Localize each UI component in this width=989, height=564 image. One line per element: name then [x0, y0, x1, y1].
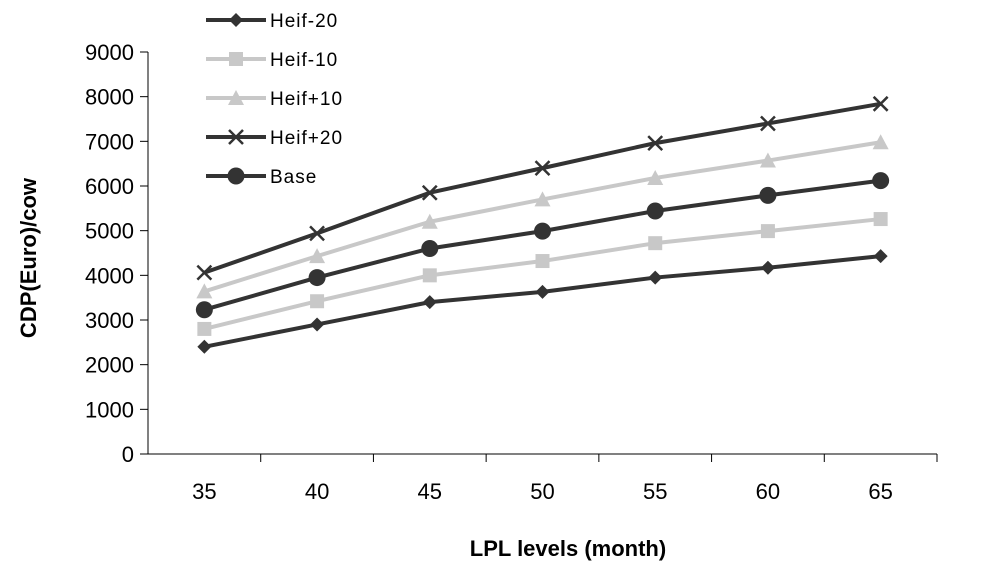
data-point-marker [421, 240, 439, 258]
y-axis-ticks: 0 1000 2000 3000 4000 5000 6000 7000 8000 9000 [85, 40, 148, 467]
legend-item: Base [206, 167, 317, 188]
data-point-marker [196, 264, 213, 281]
axes [147, 52, 937, 455]
data-point-marker [310, 294, 325, 309]
y-tick-label: 7000 [85, 129, 134, 154]
legend-marker [228, 90, 244, 105]
series-heif-10 [197, 212, 888, 336]
x-tick-label: 65 [868, 479, 892, 504]
legend-item: Heif+10 [206, 89, 343, 110]
y-tick-label: 0 [122, 442, 134, 467]
data-point-marker [534, 160, 551, 177]
data-point-marker [535, 254, 550, 269]
data-point-marker [646, 202, 664, 220]
data-point-marker [872, 172, 890, 190]
data-point-marker [760, 115, 776, 132]
y-tick-label: 2000 [85, 353, 134, 378]
data-point-marker [197, 321, 212, 336]
y-tick-label: 3000 [85, 308, 134, 333]
legend-label: Base [270, 167, 317, 188]
legend-item: Heif+20 [206, 128, 343, 149]
data-point-marker [760, 224, 775, 239]
x-axis-ticks: 35 40 45 50 55 60 65 [192, 454, 938, 504]
data-point-marker [422, 268, 437, 283]
data-point-marker [310, 317, 325, 332]
x-tick-label: 45 [418, 479, 442, 504]
legend-label: Heif+20 [270, 128, 343, 149]
data-point-marker [534, 222, 551, 240]
legend-label: Heif+10 [270, 89, 343, 110]
series-line [203, 254, 881, 349]
y-tick-label: 6000 [85, 174, 134, 199]
data-point-marker [647, 169, 664, 185]
data-point-marker [309, 248, 326, 264]
data-point-marker [196, 283, 213, 299]
data-point-marker [422, 295, 437, 310]
data-point-marker [647, 135, 664, 152]
series-base [195, 172, 890, 319]
data-point-marker [759, 186, 777, 204]
legend-marker [229, 13, 243, 27]
data-point-marker [648, 270, 663, 285]
data-point-marker [872, 134, 889, 150]
legend-marker [227, 167, 245, 185]
plot-area [195, 95, 890, 354]
data-point-marker [535, 284, 550, 299]
y-tick-label: 9000 [85, 40, 134, 65]
data-point-marker [421, 184, 438, 201]
data-point-marker [873, 212, 888, 227]
data-point-marker [195, 301, 213, 319]
series-heif-20 [197, 249, 888, 354]
data-point-marker [760, 260, 775, 275]
data-point-marker [872, 95, 889, 112]
x-tick-label: 35 [192, 479, 216, 504]
data-point-marker [197, 339, 212, 354]
series-line [203, 140, 881, 294]
x-tick-label: 55 [643, 479, 667, 504]
legend-item: Heif-10 [206, 50, 338, 71]
y-tick-label: 1000 [85, 397, 134, 422]
legend-label: Heif-20 [270, 11, 338, 32]
legend-marker [229, 52, 243, 66]
data-point-marker [648, 236, 663, 251]
series-heif-20 [196, 95, 889, 281]
series-heif-10 [196, 134, 889, 299]
y-tick-label: 5000 [85, 219, 134, 244]
x-axis-title: LPL levels (month) [470, 536, 666, 561]
y-tick-label: 8000 [85, 85, 134, 110]
data-point-marker [309, 225, 325, 242]
legend-label: Heif-10 [270, 50, 338, 71]
legend: Heif-20 Heif-10 Heif+10 Heif+20 Base [206, 11, 343, 188]
data-point-marker [759, 152, 776, 168]
data-point-marker [308, 269, 326, 287]
data-point-marker [421, 213, 438, 229]
x-tick-label: 40 [305, 479, 329, 504]
x-tick-label: 60 [756, 479, 780, 504]
y-tick-label: 4000 [85, 263, 134, 288]
legend-marker [228, 129, 244, 145]
legend-item: Heif-20 [206, 11, 338, 32]
x-tick-label: 50 [530, 479, 554, 504]
y-axis-title: CDP(Euro)/cow [16, 177, 41, 338]
data-point-marker [534, 191, 551, 207]
data-point-marker [873, 249, 888, 264]
